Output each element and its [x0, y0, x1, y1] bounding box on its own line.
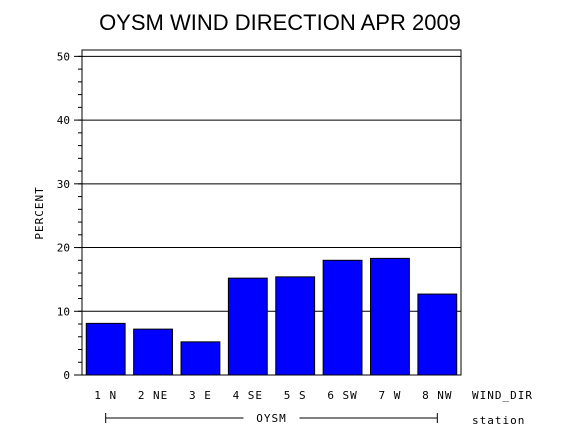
bar: [370, 257, 410, 376]
bar: [417, 293, 458, 376]
x-tick-label: 7 W: [379, 389, 402, 402]
y-tick-label: 0: [63, 369, 70, 382]
y-tick-label: 30: [57, 178, 70, 191]
y-tick-label: 10: [57, 305, 70, 318]
x-tick-label: 2 NE: [138, 389, 169, 402]
x-tick-label: 4 SE: [233, 389, 264, 402]
bar: [133, 328, 173, 376]
y-axis: 0 10 20 30 40 50: [57, 50, 82, 382]
x-tick-label: 8 NW: [422, 389, 453, 402]
y-tick-label: 50: [57, 50, 70, 63]
bar: [322, 259, 363, 376]
x-tick-label: 1 N: [94, 389, 117, 402]
bar: [85, 322, 126, 376]
chart-title: OYSM WIND DIRECTION APR 2009: [99, 10, 461, 35]
x-tick-labels: 1 N 2 NE 3 E 4 SE 5 S 6 SW 7 W 8 NW: [94, 389, 453, 402]
y-tick-label: 40: [57, 114, 70, 127]
bars: [85, 257, 458, 376]
bar: [275, 276, 316, 376]
x-axis-label: WIND_DIR: [472, 389, 533, 402]
station-group-bracket: OYSM: [105, 412, 438, 425]
group-axis-label: station: [472, 414, 525, 427]
y-axis-label: PERCENT: [33, 186, 46, 239]
y-tick-label: 20: [57, 242, 70, 255]
group-label: OYSM: [256, 412, 287, 425]
x-tick-label: 5 S: [284, 389, 307, 402]
plot-frame: [81, 49, 462, 376]
bar: [180, 341, 221, 376]
x-tick-label: 3 E: [189, 389, 212, 402]
x-tick-label: 6 SW: [327, 389, 358, 402]
bar: [227, 277, 268, 376]
